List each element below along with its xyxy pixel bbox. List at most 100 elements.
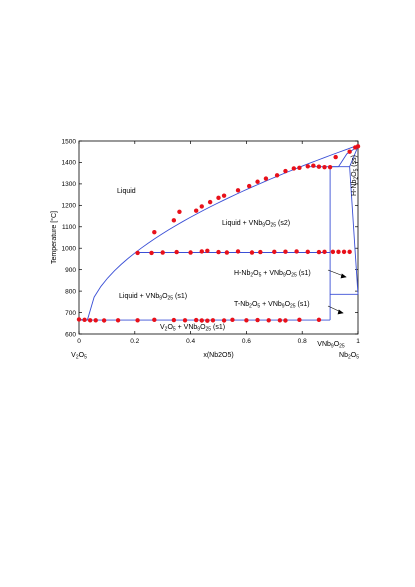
data-point — [322, 249, 327, 255]
data-point — [216, 249, 221, 255]
data-point — [193, 317, 199, 323]
data-point — [258, 249, 263, 255]
data-point — [263, 176, 269, 181]
data-point — [283, 318, 288, 323]
data-point — [322, 164, 327, 170]
data-point — [347, 149, 352, 154]
x-tick-label: 0.8 — [298, 338, 307, 345]
y-tick-label: 1200 — [62, 203, 77, 210]
data-point — [205, 248, 210, 253]
y-tick-label: 1100 — [62, 224, 76, 231]
data-point — [341, 249, 347, 255]
region-v2o5-s1: V2O5 + VNb9O25 (s1) — [160, 324, 225, 333]
data-point — [221, 193, 227, 198]
data-point — [274, 173, 280, 178]
y-tick-label: 1000 — [62, 246, 77, 253]
data-point — [188, 250, 193, 255]
data-point — [305, 249, 310, 255]
region-t-nb2o5-s1: T-Nb2O5 + VNb9O25 (s1) — [234, 301, 310, 310]
data-point — [199, 249, 204, 254]
data-point — [330, 249, 336, 255]
y-axis-label: Temperature [°C] — [50, 211, 58, 264]
compound-label: VNb9O25 — [317, 341, 345, 350]
data-point — [224, 250, 230, 255]
data-point — [182, 318, 188, 323]
data-point — [205, 318, 210, 323]
data-point — [82, 317, 87, 323]
x-tick-label: 0.2 — [130, 338, 139, 345]
data-point — [255, 179, 260, 184]
data-point — [171, 317, 177, 323]
region-liquid: Liquid — [117, 188, 136, 195]
data-point — [171, 218, 177, 223]
data-point — [93, 318, 98, 323]
data-point — [135, 318, 140, 323]
y-tick-label: 600 — [65, 331, 76, 338]
data-point — [305, 164, 310, 169]
data-point — [291, 166, 297, 171]
data-points — [76, 144, 361, 323]
data-point — [152, 229, 157, 235]
data-point — [207, 199, 213, 205]
data-point — [135, 250, 140, 256]
data-point — [336, 249, 341, 255]
data-point — [283, 168, 288, 174]
x-tick-label: 0 — [77, 338, 81, 345]
data-point — [149, 250, 154, 256]
data-point — [244, 318, 249, 323]
data-point — [255, 317, 260, 323]
x-axis-label: x(Nb2O5) — [203, 352, 233, 359]
data-point — [246, 183, 252, 189]
data-point — [333, 154, 338, 160]
phase-boundary-lines — [78, 144, 359, 321]
data-point — [316, 317, 322, 323]
data-point — [249, 250, 255, 255]
data-point — [297, 317, 302, 323]
data-point — [277, 318, 283, 323]
data-point — [199, 318, 204, 323]
data-point — [160, 250, 165, 255]
data-point — [297, 165, 302, 171]
y-tick-label: 900 — [65, 267, 76, 274]
data-point — [216, 195, 221, 201]
region-liquid-s2: Liquid + VNb9O25 (s2) — [222, 220, 290, 229]
data-point — [327, 164, 333, 170]
data-point — [272, 249, 277, 255]
arrow-t-s1-head — [337, 309, 344, 315]
v2o5-endmember-label: V2O5 — [71, 352, 87, 361]
data-point — [235, 188, 241, 193]
data-point — [174, 249, 179, 255]
data-point — [316, 249, 322, 255]
data-point — [294, 249, 299, 254]
axes: 0 0.2 0.4 0.6 0.8 1 600 700 800 900 1000 1100 1200 13… — [62, 138, 361, 345]
data-point — [199, 204, 204, 209]
y-tick-label: 800 — [65, 288, 76, 295]
data-point — [221, 318, 227, 323]
data-point — [87, 318, 93, 323]
ss-boundary-line — [349, 166, 359, 295]
nb2o5-endmember-label: Nb2O5 — [339, 352, 359, 361]
label-arrows — [327, 269, 347, 315]
data-point — [101, 318, 107, 323]
data-point — [316, 164, 322, 169]
data-point — [210, 318, 216, 323]
data-point — [235, 249, 241, 254]
data-point — [115, 318, 121, 323]
liquidus-line — [86, 144, 359, 321]
data-point — [76, 317, 82, 322]
data-point — [230, 317, 235, 323]
region-liquid-s1: Liquid + VNb9O25 (s1) — [119, 293, 187, 302]
x-tick-label: 1 — [356, 338, 360, 345]
data-point — [283, 249, 288, 254]
data-point — [193, 208, 199, 213]
data-point — [152, 317, 157, 323]
y-tick-label: 700 — [65, 310, 76, 317]
region-h-nb2o5-s1: H-Nb2O5 + VNb9O25 (s1) — [234, 270, 311, 279]
x-tick-label: 0.6 — [242, 338, 251, 345]
data-point — [177, 209, 182, 214]
data-point — [347, 249, 352, 255]
x-tick-label: 0.4 — [186, 338, 195, 345]
plot-frame — [78, 140, 359, 335]
y-tick-label: 1500 — [62, 138, 77, 145]
